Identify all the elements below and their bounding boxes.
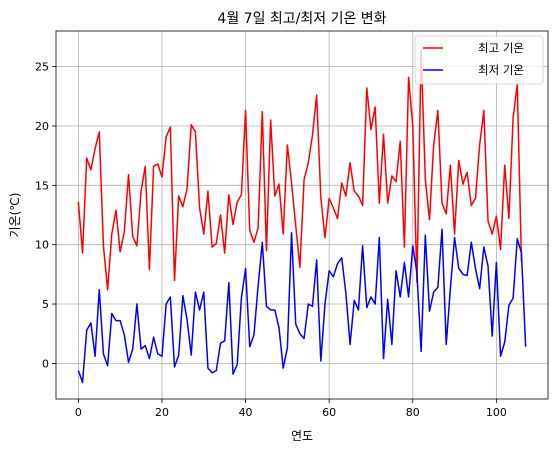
- y-tick-label: 10: [35, 239, 49, 252]
- grid-layer: [56, 31, 548, 399]
- y-axis-label: 기온(℃): [8, 193, 22, 238]
- x-tick-label: 0: [75, 406, 82, 419]
- legend-label-high: 최고 기온: [478, 41, 524, 55]
- x-tick-label: 60: [322, 406, 336, 419]
- legend-label-low: 최저 기온: [478, 63, 524, 77]
- series-line-high: [77, 49, 523, 291]
- y-tick-label: 5: [42, 298, 49, 311]
- legend: 최고 기온 최저 기온: [414, 35, 544, 85]
- x-tick-label: 80: [406, 406, 420, 419]
- x-tick-label: 20: [155, 406, 169, 419]
- y-tick-label: 20: [35, 120, 49, 133]
- tick-layer: 0 20 40 60 80 100 0 5 10 15 20 25: [35, 61, 507, 419]
- y-tick-label: 25: [35, 61, 49, 74]
- series-layer: [77, 49, 527, 384]
- legend-box: [414, 35, 544, 85]
- x-tick-label: 100: [486, 406, 507, 419]
- x-axis-label: 연도: [291, 429, 313, 443]
- series-line-low: [77, 228, 527, 384]
- y-tick-label: 15: [35, 179, 49, 192]
- plot-frame: [55, 30, 549, 400]
- y-tick-label: 0: [42, 357, 49, 370]
- chart-title: 4월 7일 최고/최저 기온 변화: [217, 11, 386, 27]
- x-tick-label: 40: [239, 406, 253, 419]
